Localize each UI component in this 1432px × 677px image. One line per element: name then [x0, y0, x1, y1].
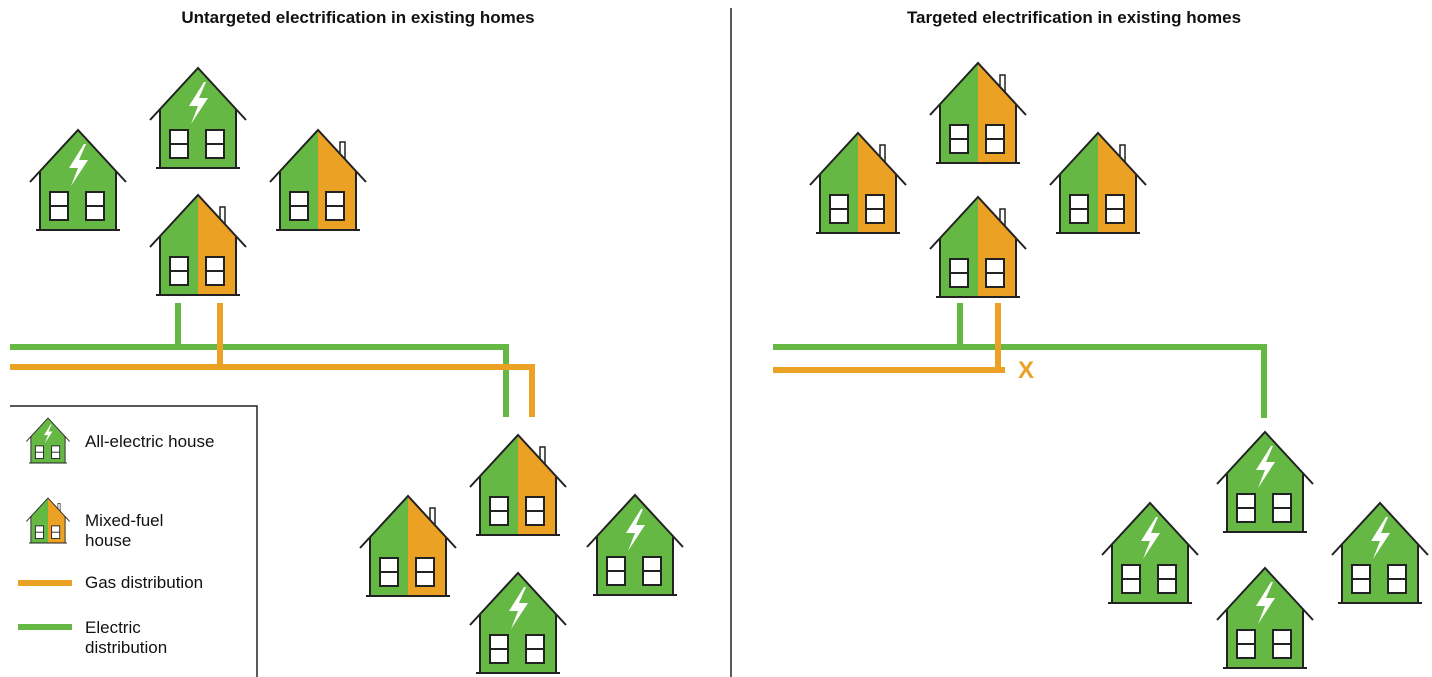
mixed-fuel-house — [270, 130, 366, 230]
panel-title: Untargeted electrification in existing h… — [0, 8, 716, 28]
all-electric-house — [1217, 568, 1313, 668]
mixed-fuel-house — [360, 496, 456, 596]
mixed-fuel-house — [810, 133, 906, 233]
all-electric-house — [470, 573, 566, 673]
gas-cutoff-mark: X — [1018, 357, 1034, 385]
all-electric-house — [1332, 503, 1428, 603]
all-electric-house — [587, 495, 683, 595]
mixed-fuel-house — [150, 195, 246, 295]
gas-line — [10, 303, 532, 417]
panel-title: Targeted electrification in existing hom… — [716, 8, 1432, 28]
all-electric-house — [150, 68, 246, 168]
all-electric-house — [1102, 503, 1198, 603]
legend-label: Mixed-fuel house — [85, 511, 205, 551]
mixed-fuel-house — [1050, 133, 1146, 233]
mixed-fuel-house — [930, 197, 1026, 297]
legend-label: Gas distribution — [85, 573, 245, 593]
diagram: Untargeted electrification in existing h… — [0, 0, 1432, 677]
all-electric-house — [26, 418, 69, 463]
legend-label: All-electric house — [85, 432, 235, 452]
all-electric-house — [1217, 432, 1313, 532]
mixed-fuel-house — [26, 498, 69, 543]
legend-label: Electric distribution — [85, 618, 195, 658]
mixed-fuel-house — [470, 435, 566, 535]
gas-line — [773, 303, 1005, 370]
all-electric-house — [30, 130, 126, 230]
mixed-fuel-house — [930, 63, 1026, 163]
electric-line — [10, 303, 506, 417]
